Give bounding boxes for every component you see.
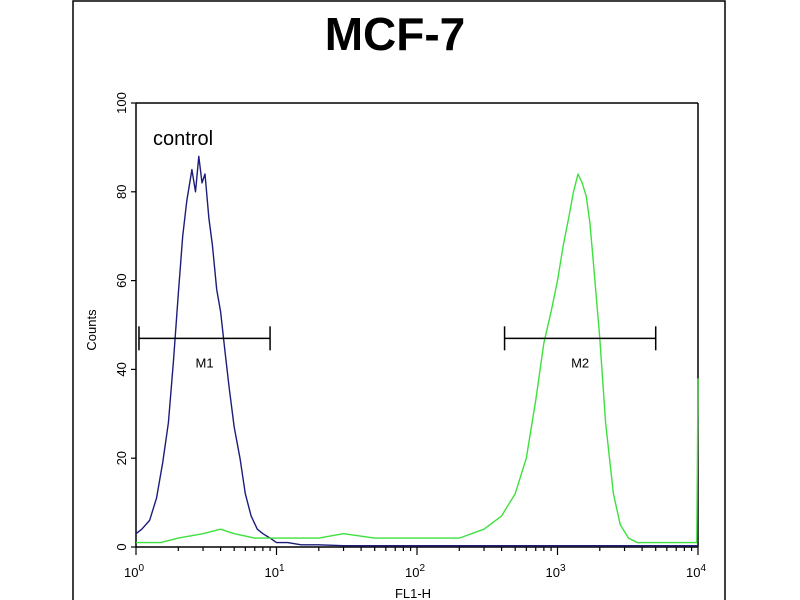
- figure-frame: [72, 0, 726, 600]
- control-annotation: control: [153, 128, 213, 150]
- y-tick-label: 100: [114, 92, 129, 114]
- histogram-series-2: [136, 173, 699, 544]
- x-axis-title: FL1-H: [395, 586, 431, 600]
- y-tick-label: 40: [114, 362, 129, 376]
- x-tick-label: 104: [686, 563, 706, 580]
- gate-label: M1: [195, 355, 213, 370]
- y-axis-title: Counts: [84, 309, 99, 351]
- y-tick-label: 80: [114, 185, 129, 199]
- gate-label: M2: [571, 355, 589, 370]
- y-tick-label: 60: [114, 273, 129, 287]
- x-tick-label: 100: [124, 563, 144, 580]
- x-tick-label: 103: [545, 563, 565, 580]
- gate-markers: M1 M2: [138, 326, 657, 370]
- y-tick-label: 20: [114, 451, 129, 465]
- chart-title: MCF-7: [325, 8, 466, 60]
- x-axis-ticks: 100 101 102 103 104: [124, 547, 706, 580]
- y-axis-ticks: 0 20 40 60 80 100: [114, 92, 136, 551]
- y-tick-label: 0: [114, 543, 129, 550]
- x-tick-label: 102: [405, 563, 425, 580]
- x-tick-label: 101: [264, 563, 284, 580]
